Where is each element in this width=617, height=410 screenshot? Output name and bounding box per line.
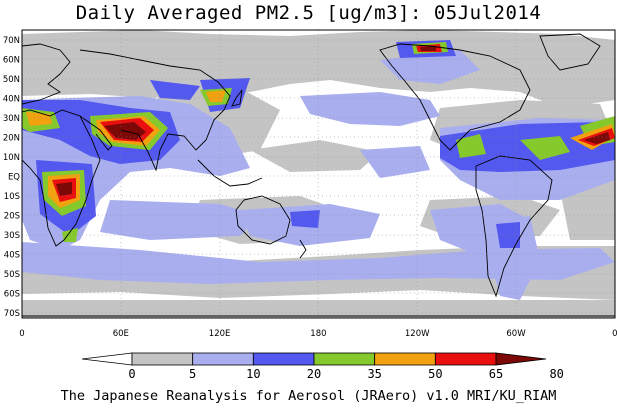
lat-label: 70N (3, 36, 20, 46)
lat-label: 40S (4, 251, 20, 261)
lon-label: 0 (19, 329, 24, 339)
colorbar-box (313, 352, 376, 366)
colorbar-box (131, 352, 194, 366)
lon-label: 0 (612, 329, 617, 339)
colorbar-min-tip (81, 352, 133, 366)
lon-label: 120E (209, 329, 231, 339)
colorbar-label: 20 (307, 367, 321, 381)
lon-label: 120W (405, 329, 430, 339)
footer-credit: The Japanese Reanalysis for Aerosol (JRA… (60, 388, 557, 404)
lat-label: 30N (3, 114, 20, 124)
lat-label: 50S (4, 270, 20, 280)
colorbar-label: 50 (428, 367, 442, 381)
lat-label: 20N (3, 134, 20, 144)
colorbar-box (374, 352, 436, 366)
colorbar-box (252, 352, 315, 366)
map-frame (21, 29, 616, 319)
lon-label: 60W (506, 329, 526, 339)
lat-label: 60N (3, 56, 20, 66)
colorbar-box (434, 352, 497, 366)
lat-label: 50N (3, 75, 20, 85)
longitude-labels: 0 60E 120E 180 120W 60W 0 (19, 329, 617, 339)
lat-label: 70S (4, 309, 20, 319)
lat-label: 40N (3, 95, 20, 105)
colorbar-box (192, 352, 254, 366)
colorbar-label: 35 (367, 367, 381, 381)
gridlines (22, 30, 615, 318)
colorbar-label: 10 (246, 367, 260, 381)
lat-label: 10S (4, 192, 20, 202)
lat-label: 10N (3, 153, 20, 163)
colorbar: 0 5 10 20 35 50 65 80 (81, 352, 564, 381)
lon-label: 60E (113, 329, 129, 339)
latitude-labels: 70N 60N 50N 40N 30N 20N 10N EQ 10S 20S 30S 40S 50S 60… (3, 36, 20, 319)
lon-label: 180 (310, 329, 326, 339)
chart-title: Daily Averaged PM2.5 [ug/m3]: 05Jul2014 (75, 2, 542, 24)
concentration-field (22, 30, 615, 318)
lat-label: 60S (4, 290, 20, 300)
colorbar-max-tip (495, 352, 547, 366)
lat-label: 30S (4, 231, 20, 241)
colorbar-label: 65 (489, 367, 503, 381)
colorbar-label: 80 (549, 367, 563, 381)
lat-label: 20S (4, 212, 20, 222)
colorbar-label: 0 (128, 367, 135, 381)
colorbar-label: 5 (189, 367, 196, 381)
lat-label: EQ (8, 173, 20, 183)
